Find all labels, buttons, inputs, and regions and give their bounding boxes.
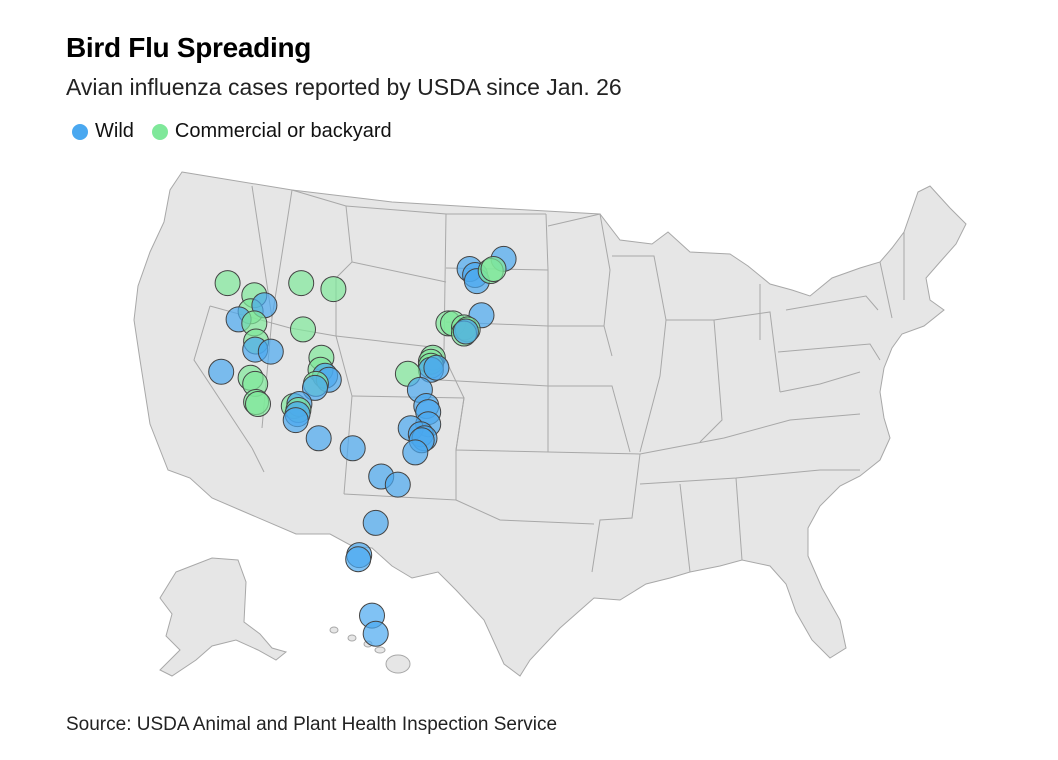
wild-outbreak-marker [362,620,389,647]
outbreak-markers [208,245,517,647]
legend-label-wild: Wild [95,120,134,142]
wild-swatch [72,123,88,140]
wild-outbreak-marker [402,439,429,466]
wild-outbreak-marker [257,338,284,365]
source-note: Source: USDA Animal and Plant Health Ins… [66,714,558,735]
us-map [133,171,967,677]
commercial-outbreak-marker [288,270,315,297]
hawaii-shape [329,626,411,674]
legend: Wild Commercial or backyard [72,120,410,143]
legend-label-commercial: Commercial or backyard [174,120,392,142]
chart-title: Bird Flu Spreading [66,32,312,63]
commercial-outbreak-marker [480,256,507,282]
commercial-swatch [151,123,168,140]
commercial-outbreak-marker [320,276,347,303]
legend-item-commercial: Commercial or backyard [151,120,392,143]
wild-outbreak-marker [305,425,332,452]
us-landmass [133,171,967,677]
chart-subtitle: Avian influenza cases reported by USDA s… [66,74,622,100]
wild-outbreak-marker [282,407,309,434]
wild-outbreak-marker [302,374,328,401]
wild-outbreak-marker [208,358,235,385]
commercial-outbreak-marker [290,316,316,343]
commercial-outbreak-marker [214,270,241,297]
wild-outbreak-marker [362,509,389,536]
wild-outbreak-marker [339,435,366,462]
wild-outbreak-marker [345,546,372,573]
legend-item-wild: Wild [72,120,134,143]
alaska-shape [159,557,288,677]
wild-outbreak-marker [423,354,450,381]
contiguous-us-shape [133,171,967,677]
wild-outbreak-marker [452,318,479,345]
wild-outbreak-marker [384,471,411,498]
commercial-outbreak-marker [245,391,271,417]
